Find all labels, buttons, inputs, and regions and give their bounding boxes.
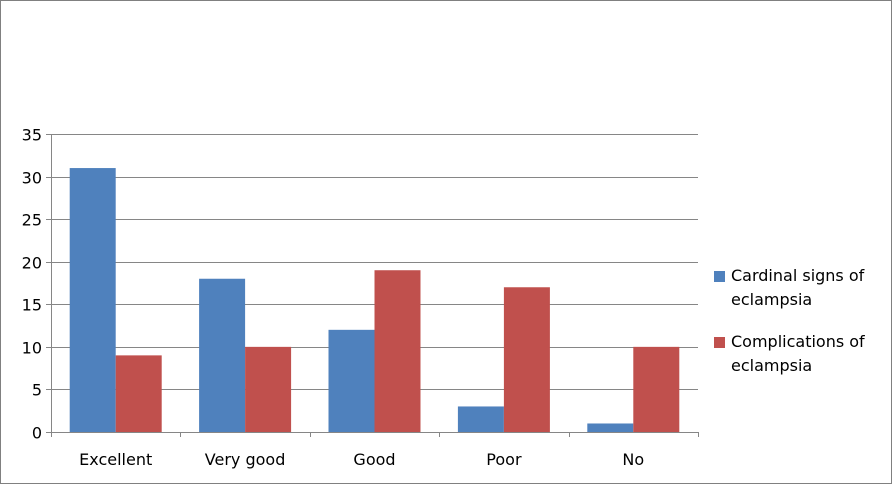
legend-label: Cardinal signs of xyxy=(731,266,865,285)
y-tick-label: 25 xyxy=(22,211,42,230)
bars xyxy=(69,168,680,433)
y-tick-label: 0 xyxy=(32,424,42,443)
x-tick-label: No xyxy=(622,450,644,469)
y-tick-label: 35 xyxy=(22,126,42,145)
bar-complications-good xyxy=(374,270,421,432)
legend-label: Complications of xyxy=(731,332,865,351)
bar-cardinal-signs-good xyxy=(328,329,375,432)
bar-cardinal-signs-poor xyxy=(457,406,504,432)
x-tick-label: Poor xyxy=(486,450,522,469)
legend-label: eclampsia xyxy=(731,356,812,375)
bar-cardinal-signs-very-good xyxy=(199,278,246,432)
y-tick-label: 5 xyxy=(32,381,42,400)
y-tick-label: 30 xyxy=(22,169,42,188)
x-tick-label: Good xyxy=(353,450,395,469)
legend: Cardinal signs of eclampsia Complications … xyxy=(714,266,865,375)
y-tick-label: 20 xyxy=(22,254,42,273)
bar-complications-no xyxy=(633,346,680,432)
x-tick-label: Very good xyxy=(205,450,286,469)
y-tick-label: 10 xyxy=(22,339,42,358)
bar-complications-poor xyxy=(503,287,550,432)
bar-cardinal-signs-excellent xyxy=(69,168,116,433)
bar-complications-excellent xyxy=(115,355,162,432)
x-axis: Excellent Very good Good Poor No xyxy=(51,432,699,469)
y-axis: 0 5 10 15 20 25 30 35 xyxy=(22,126,52,443)
bar-complications-very-good xyxy=(245,346,292,432)
legend-swatch xyxy=(714,271,725,282)
y-tick-label: 15 xyxy=(22,296,42,315)
legend-label: eclampsia xyxy=(731,290,812,309)
bar-cardinal-signs-no xyxy=(587,423,634,432)
x-tick-label: Excellent xyxy=(79,450,152,469)
legend-swatch xyxy=(714,337,725,348)
